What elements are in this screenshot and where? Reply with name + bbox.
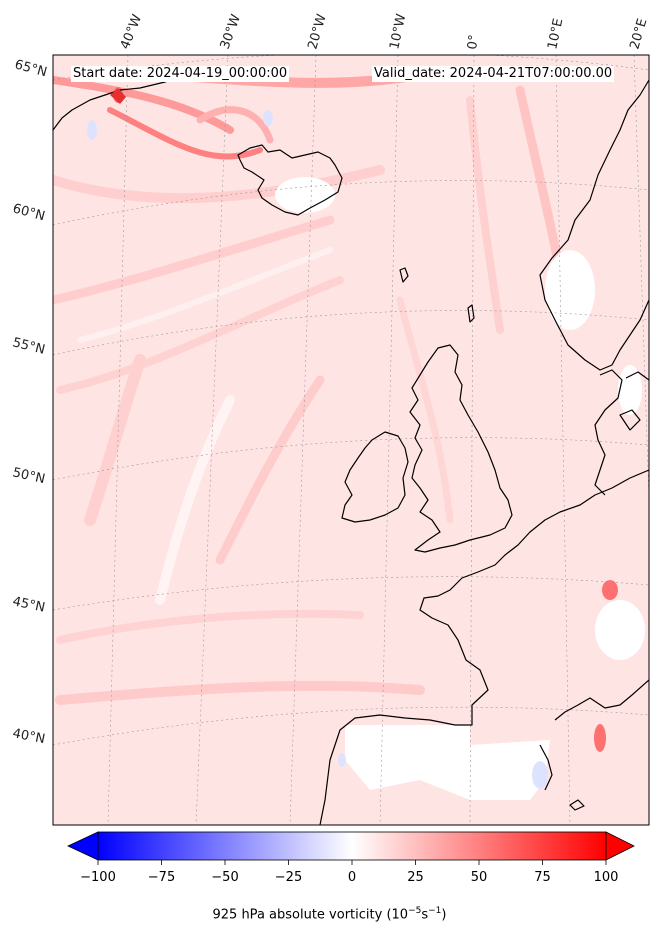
lat-label-50n: 50°N: [11, 465, 46, 487]
denmark-coast: [594, 369, 623, 496]
colorbar-tick-label: −75: [147, 870, 176, 885]
map-frame: [52, 54, 650, 826]
colorbar-label-main: 925 hPa absolute vorticity (10: [212, 907, 409, 923]
colorbar-label-end: ): [441, 907, 447, 923]
norway-coast: [539, 79, 649, 371]
lon-label-10w: 10°W: [387, 12, 409, 50]
longitude-labels: 40°W 30°W 20°W 10°W 0° 10°E 20°E: [118, 12, 651, 51]
colorbar-tick-label: 25: [407, 870, 424, 885]
iberia-east-coast: [554, 679, 649, 721]
continent-coast: [319, 469, 649, 825]
colorbar-label-exp2: −1: [428, 906, 442, 916]
lat-label-55n: 55°N: [11, 335, 46, 357]
colorbar-label: 925 hPa absolute vorticity (10−5s−1): [0, 906, 659, 922]
lat-label-45n: 45°N: [11, 594, 46, 615]
colorbar: [67, 831, 635, 865]
latitude-labels: 65°N 60°N 55°N 50°N 45°N 40°N: [11, 57, 49, 747]
colorbar-max-extension: [605, 831, 635, 861]
colorbar-tick-label: −25: [274, 870, 303, 885]
ireland-coast: [341, 431, 409, 523]
colorbar-tick-label: 100: [593, 870, 619, 885]
lat-label-65n: 65°N: [13, 57, 49, 80]
great-britain-coast: [409, 344, 513, 553]
lat-label-60n: 60°N: [11, 201, 47, 224]
map-panel: [53, 55, 649, 825]
iceland-coast: [237, 144, 343, 216]
colorbar-tick-label: −50: [211, 870, 239, 885]
colorbar-tick-label: −100: [80, 870, 116, 885]
low-vorticity-patches: [275, 177, 645, 800]
colorbar-label-mid: s: [421, 907, 429, 923]
lat-label-40n: 40°N: [11, 726, 46, 747]
colorbar-body: [97, 831, 607, 861]
lon-label-0: 0°: [465, 34, 482, 51]
graticule: [53, 55, 649, 825]
start-date-label: Start date: 2024-04-19_00:00:00: [71, 66, 290, 82]
negative-vorticity-pockets: [87, 110, 548, 789]
lon-label-40w: 40°W: [118, 12, 145, 51]
map-background-field: [53, 55, 649, 825]
colorbar-min-extension: [67, 831, 99, 861]
lon-label-30w: 30°W: [218, 12, 244, 51]
valid-date-label: Valid_date: 2024-04-21T07:00:00.00: [372, 66, 615, 82]
colorbar-tick-label: 0: [347, 870, 357, 885]
colorbar-tick-label: 75: [534, 870, 551, 885]
lon-label-20w: 20°W: [305, 12, 329, 51]
lon-label-10e: 10°E: [545, 17, 566, 51]
colorbar-tick-label: 50: [470, 870, 488, 885]
lon-label-20e: 20°E: [627, 17, 650, 51]
colorbar-label-exp1: −5: [408, 906, 422, 916]
coastlines: [53, 67, 649, 825]
